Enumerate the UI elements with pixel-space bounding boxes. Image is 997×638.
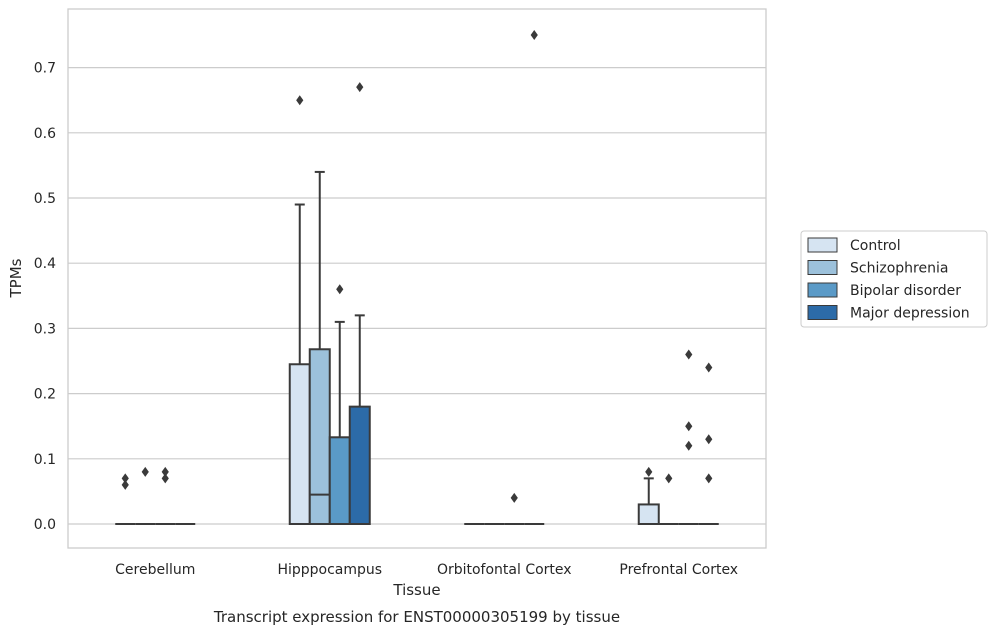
legend-swatch: [807, 237, 838, 253]
y-axis-title: TPMs: [7, 258, 25, 298]
plot-frame: [67, 8, 767, 549]
outlier-point: [645, 466, 653, 477]
box-plot: [135, 466, 156, 525]
outlier-point: [296, 95, 304, 106]
box: [288, 363, 311, 526]
x-tick-label: Orbitofontal Cortex: [437, 562, 572, 578]
box: [348, 405, 371, 526]
y-tick-label: 0.7: [34, 61, 56, 77]
y-tick-label: 0.1: [34, 452, 56, 468]
y-tick-label: 0.6: [34, 126, 56, 142]
outlier-point: [336, 284, 344, 295]
box-plot: [115, 473, 136, 525]
outlier-point: [685, 349, 693, 360]
outlier-point: [665, 473, 673, 484]
x-axis-title: Tissue: [392, 581, 440, 599]
box-plots: [115, 30, 719, 526]
box-plot: [348, 82, 371, 526]
outlier-point: [685, 421, 693, 432]
legend-swatch: [807, 260, 838, 275]
chart-caption: Transcript expression for ENST0000030519…: [213, 608, 620, 626]
legend-swatch: [807, 305, 838, 320]
outlier-point: [121, 473, 129, 484]
box: [637, 503, 660, 526]
y-axis-ticks: 0.0 0.1 0.2 0.3 0.4 0.5 0.6 0.7: [34, 61, 56, 533]
y-tick-label: 0.5: [34, 191, 56, 207]
x-tick-label: Hipppocampus: [277, 562, 382, 578]
y-tick-label: 0.4: [34, 256, 56, 272]
box-plot: [155, 466, 176, 525]
grid-lines: [68, 66, 766, 525]
legend: Control Schizophrenia Bipolar disorder Majo…: [800, 230, 988, 328]
box-plot: [524, 30, 545, 525]
box-plot: [637, 466, 660, 526]
box-plot: [658, 473, 679, 525]
box: [328, 436, 351, 525]
outlier-point: [141, 466, 149, 477]
outlier-point: [705, 434, 713, 445]
legend-swatch: [807, 282, 838, 298]
y-tick-label: 0.0: [34, 517, 56, 533]
x-tick-label: Prefrontal Cortex: [619, 562, 738, 578]
box-plot: [308, 170, 331, 525]
y-tick-label: 0.2: [34, 387, 56, 403]
box-plot: [328, 284, 351, 525]
legend-frame: [800, 230, 988, 328]
outlier-point: [530, 30, 538, 40]
outlier-point: [705, 473, 713, 484]
legend-label: Bipolar disorder: [850, 283, 961, 299]
outlier-point: [161, 466, 169, 477]
outlier-point: [161, 473, 169, 484]
legend-label: Control: [850, 238, 901, 254]
x-tick-label: Cerebellum: [115, 562, 195, 578]
box-plot: [504, 492, 525, 525]
outlier-point: [685, 440, 693, 451]
legend-label: Schizophrenia: [850, 261, 948, 277]
outlier-point: [510, 492, 518, 503]
box-plot: [288, 95, 311, 526]
box-plot: [698, 362, 719, 525]
box-plot: [678, 349, 699, 525]
outlier-point: [705, 362, 713, 373]
x-axis-ticks: Cerebellum Hipppocampus Orbitofontal Corte…: [115, 562, 738, 578]
y-tick-label: 0.3: [34, 321, 56, 337]
outlier-point: [121, 479, 129, 490]
outlier-point: [356, 82, 364, 93]
legend-label: Major depression: [850, 306, 970, 322]
box: [308, 348, 331, 525]
